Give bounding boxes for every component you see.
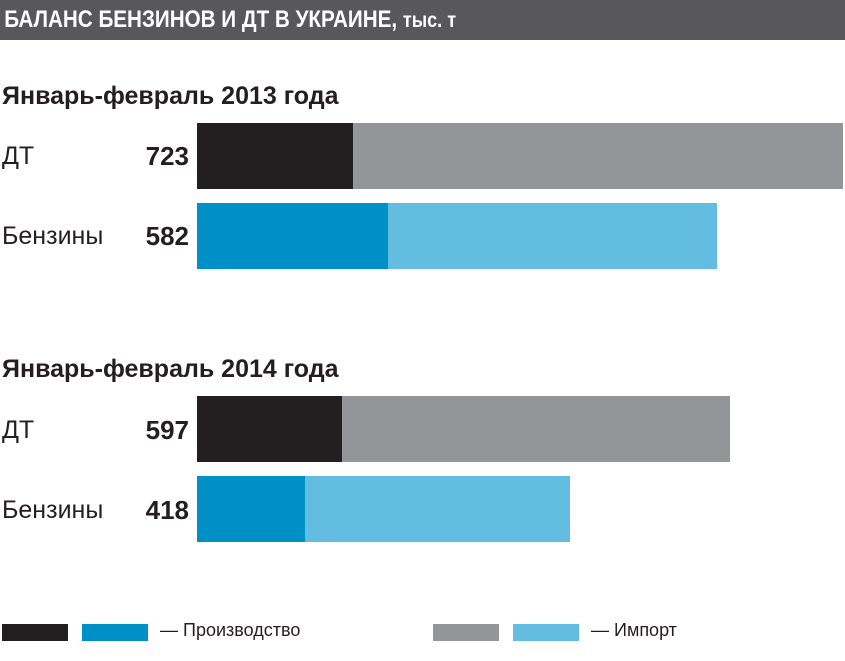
legend-swatch-import-gasoline	[513, 624, 579, 641]
group-title-2013: Январь-февраль 2013 года	[2, 82, 339, 110]
chart-title-bar: БАЛАНС БЕНЗИНОВ И ДТ В УКРАИНЕ, тыс. т	[0, 0, 845, 40]
legend-swatch-production-dt	[2, 624, 68, 641]
legend-label-import: — Импорт	[591, 620, 677, 640]
chart-title-main: БАЛАНС БЕНЗИНОВ И ДТ В УКРАИНЕ,	[4, 6, 398, 33]
bar-import-dt-2013	[353, 123, 843, 189]
row-total-dt-2014: 597	[145, 415, 189, 445]
legend-swatch-production-gasoline	[82, 624, 148, 641]
chart-title-unit: тыс. т	[402, 9, 457, 32]
bar-production-dt-2013	[197, 123, 354, 189]
bar-production-gasoline-2013	[197, 203, 389, 269]
row-label-gasoline-2013: Бензины	[2, 222, 104, 250]
legend-swatch-import-dt	[433, 624, 499, 641]
bar-production-dt-2014	[197, 396, 342, 462]
bar-import-gasoline-2014	[305, 476, 571, 542]
row-label-gasoline-2014: Бензины	[2, 496, 104, 524]
legend-label-production: — Производство	[160, 620, 301, 640]
chart-title: БАЛАНС БЕНЗИНОВ И ДТ В УКРАИНЕ, тыс. т	[0, 0, 456, 41]
row-total-gasoline-2014: 418	[145, 495, 189, 525]
row-total-dt-2013: 723	[145, 141, 189, 171]
bar-import-dt-2014	[341, 396, 731, 462]
bar-production-gasoline-2014	[197, 476, 306, 542]
bar-import-gasoline-2013	[388, 203, 717, 269]
row-label-dt-2013: ДТ	[2, 142, 35, 170]
row-total-gasoline-2013: 582	[145, 221, 189, 251]
row-label-dt-2014: ДТ	[2, 416, 35, 444]
group-title-2014: Январь-февраль 2014 года	[2, 355, 339, 383]
